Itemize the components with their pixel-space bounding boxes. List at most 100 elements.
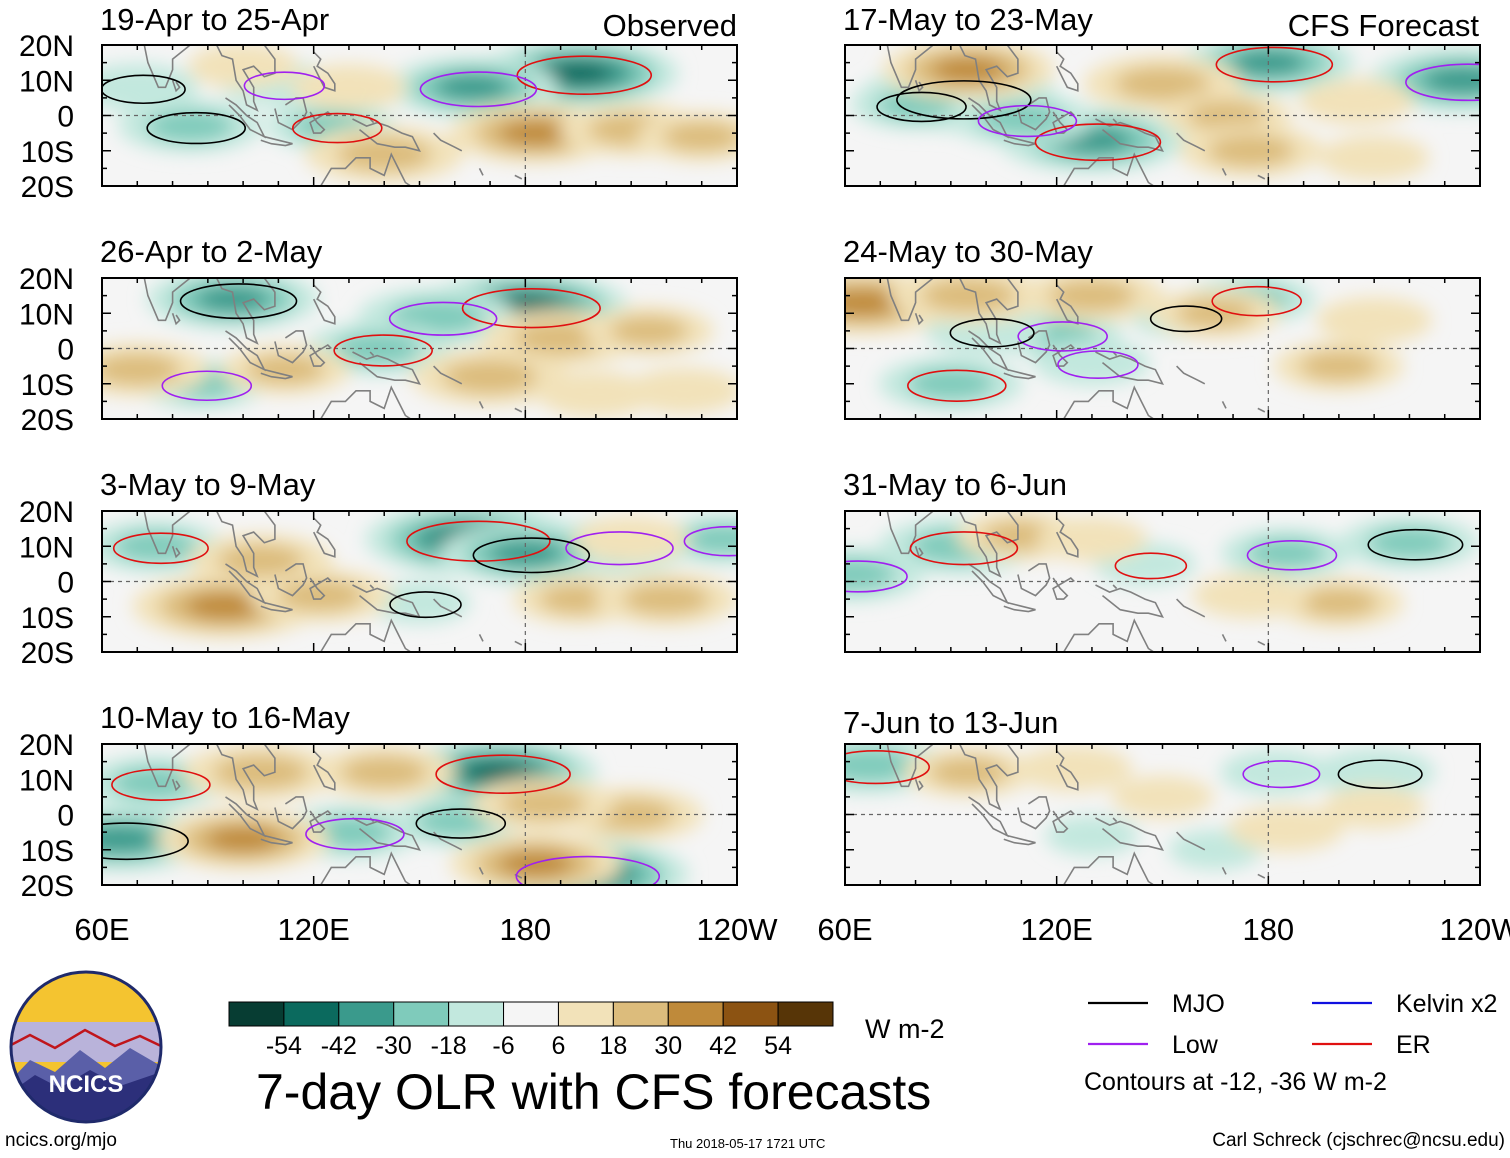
ncics-logo: NCICS: [9, 970, 163, 1124]
coastlines: [885, 744, 1266, 885]
coastline: [478, 634, 484, 642]
coastline: [433, 132, 463, 152]
lat-tick-label: 0: [57, 567, 74, 600]
coastline: [309, 343, 332, 367]
coastline: [478, 168, 484, 176]
wave-contour: [1057, 350, 1139, 380]
coastline: [1062, 618, 1156, 652]
coastline: [319, 851, 413, 885]
contour-overlays: [907, 285, 1302, 402]
wave-contour: [111, 768, 211, 801]
wave-contour: [292, 112, 383, 144]
legend-label: Low: [1172, 1031, 1219, 1059]
coastline: [885, 744, 935, 788]
olr-anomaly: [336, 137, 432, 172]
coastline: [260, 601, 293, 613]
coastlines: [885, 511, 1266, 652]
coastline: [1176, 831, 1206, 851]
coastline: [885, 278, 935, 322]
olr-anomaly: [195, 286, 270, 313]
wave-contour: [876, 91, 967, 123]
wave-contour: [909, 531, 1019, 566]
map-panel-7-jun-to-13-jun: 60E 120E 180 120W: [817, 743, 1510, 947]
coastline: [319, 618, 413, 652]
coastline: [1062, 152, 1156, 186]
olr-anomaly: [277, 579, 364, 612]
olr-anomaly: [683, 524, 737, 555]
coastline: [1003, 834, 1036, 846]
wave-contour: [333, 334, 433, 367]
olr-anomaly: [102, 353, 181, 386]
colorbar-label: 18: [599, 1032, 627, 1060]
panel-ticks: [101, 44, 738, 187]
coastline: [478, 401, 484, 409]
wave-contour: [1034, 123, 1162, 162]
lon-tick-label: 120E: [1020, 912, 1092, 947]
lat-tick-label: 10N: [19, 764, 74, 797]
coastline: [1257, 640, 1266, 646]
colorbar-swatch: [393, 1001, 450, 1027]
olr-anomaly: [499, 788, 587, 820]
map-panel-31-may-to-6-jun: [844, 510, 1481, 653]
olr-anomaly: [921, 278, 1016, 313]
colorbar-label: 6: [552, 1032, 566, 1060]
coastline: [142, 278, 192, 322]
lon-tick-label: 60E: [74, 912, 129, 947]
coastline: [914, 546, 924, 559]
coastline: [1003, 368, 1036, 380]
coastline: [171, 313, 181, 326]
wave-contour: [1114, 552, 1188, 580]
olr-anomaly: [1318, 135, 1430, 181]
olr-anomaly: [415, 806, 494, 837]
wave-contour: [102, 822, 189, 861]
coastline: [352, 584, 421, 619]
coastline: [260, 368, 293, 380]
coastlines: [142, 278, 523, 419]
olr-anomaly: [499, 850, 573, 877]
wave-contour: [243, 71, 326, 101]
coastline: [1017, 97, 1051, 131]
olr-anomaly: [662, 121, 737, 152]
olr-anomaly: [1298, 78, 1415, 125]
coastline: [369, 118, 375, 124]
wave-contour: [1242, 760, 1321, 789]
olr-anomaly: [876, 90, 955, 120]
colorbar-label: 30: [654, 1032, 682, 1060]
coastline: [142, 511, 192, 555]
olr-anomaly: [1367, 527, 1451, 559]
panel-ticks: [101, 510, 738, 653]
coastline: [1017, 330, 1051, 364]
coastline: [225, 796, 267, 838]
olr-anomaly: [1313, 748, 1435, 796]
coastline: [958, 511, 1019, 578]
panel-title-obs3: 3-May to 9-May: [100, 467, 316, 502]
coastline: [312, 517, 336, 558]
wave-contour: [565, 531, 674, 566]
coastline: [171, 546, 181, 559]
coastline: [274, 563, 308, 597]
coastline: [958, 278, 1019, 345]
olr-anomaly: [907, 367, 995, 400]
lat-tick-label: 0: [57, 800, 74, 833]
wave-contour: [1211, 285, 1302, 317]
olr-anomaly: [929, 757, 1008, 788]
panel-ticks: [101, 743, 738, 886]
wave-contour: [388, 301, 498, 336]
coastline: [958, 45, 1019, 112]
olr-anomaly: [290, 64, 407, 111]
olr-anomaly: [845, 748, 918, 783]
olr-anomaly: [1299, 587, 1378, 618]
lat-tick-label: 20N: [19, 729, 74, 762]
coastline: [914, 313, 924, 326]
olr-anomaly: [146, 110, 234, 142]
lat-tick-label: 10S: [21, 369, 74, 402]
lon-tick-label: 120E: [277, 912, 349, 947]
olr-field: [102, 744, 704, 885]
lon-tick-label: 120W: [697, 912, 779, 947]
coastline: [1052, 576, 1075, 600]
wave-contour: [515, 855, 661, 885]
footer-url: ncics.org/mjo: [5, 1130, 117, 1151]
olr-anomaly: [102, 825, 160, 853]
